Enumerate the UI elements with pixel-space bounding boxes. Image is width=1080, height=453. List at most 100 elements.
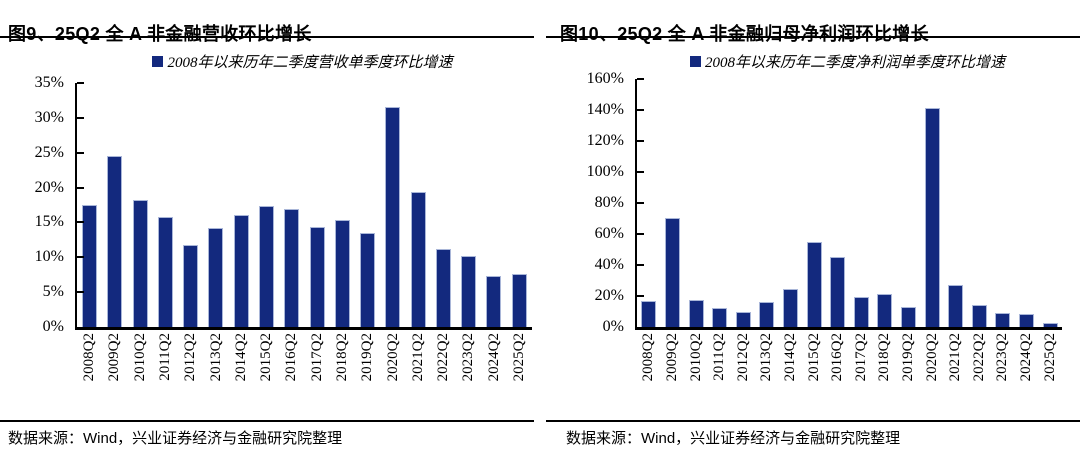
x-axis-label-cell: 2010Q2 <box>684 333 708 415</box>
bar-2018Q2 <box>334 219 350 327</box>
x-axis-label-cell: 2022Q2 <box>431 333 456 415</box>
x-axis-label-cell: 2011Q2 <box>153 333 178 415</box>
y-axis-label: 20% <box>594 287 624 304</box>
x-axis-label: 2019Q2 <box>900 333 916 382</box>
x-axis-label: 2009Q2 <box>663 333 680 382</box>
y-axis-label: 0% <box>602 318 624 335</box>
bar-2010Q2 <box>688 299 704 327</box>
legend-label: 2008年以来历年二季度净利润单季度环比增速 <box>704 54 1005 71</box>
bar-2016Q2 <box>284 209 300 327</box>
x-axis-label: 2018Q2 <box>876 333 893 382</box>
bar-2025Q2 <box>511 274 527 327</box>
x-axis-label-cell: 2023Q2 <box>456 333 481 415</box>
x-axis-label-cell: 2012Q2 <box>731 333 755 415</box>
y-axis-tick <box>637 202 644 204</box>
x-axis-label: 2024Q2 <box>1018 333 1035 382</box>
x-axis-label-cell: 2019Q2 <box>355 333 380 415</box>
x-axis-label-cell: 2025Q2 <box>507 333 532 415</box>
x-axis-label: 2014Q2 <box>781 333 798 382</box>
legend-swatch-icon <box>152 55 164 67</box>
x-axis-label-cell: 2010Q2 <box>128 333 153 415</box>
x-axis-label: 2025Q2 <box>510 333 527 382</box>
x-axis-label: 2015Q2 <box>805 333 822 382</box>
x-axis-label: 2013Q2 <box>758 333 775 382</box>
bar-2012Q2 <box>735 312 751 327</box>
y-axis-tick <box>637 295 644 297</box>
x-axis-label: 2008Q2 <box>640 333 657 382</box>
x-axis-label: 2012Q2 <box>182 333 199 382</box>
y-axis-tick <box>77 291 84 294</box>
x-axis-label: 2022Q2 <box>435 333 452 382</box>
x-axis-label-cell: 2008Q2 <box>637 333 661 415</box>
bar-2025Q2 <box>1042 323 1058 327</box>
x-axis-label-cell: 2021Q2 <box>406 333 431 415</box>
x-axis-label: 2015Q2 <box>258 333 275 382</box>
bar-2020Q2 <box>385 107 401 327</box>
bar-2022Q2 <box>435 248 451 327</box>
x-axis-label: 2022Q2 <box>970 333 987 382</box>
x-axis-label-cell: 2014Q2 <box>779 333 803 415</box>
x-axis-labels: 2008Q2 2009Q2 2010Q2 2011Q2 2012Q2 2013Q2 2014… <box>637 333 1062 415</box>
bar-2016Q2 <box>830 257 846 327</box>
x-axis-label-cell: 2015Q2 <box>254 333 279 415</box>
x-axis-label: 2019Q2 <box>359 333 376 382</box>
bar-2024Q2 <box>1019 313 1035 327</box>
y-axis-label: 5% <box>42 283 64 301</box>
x-axis-label: 2016Q2 <box>829 333 846 382</box>
y-axis-tick <box>77 82 84 84</box>
legend-label: 2008年以来历年二季度营收单季度环比增速 <box>167 54 453 71</box>
y-axis-label: 80% <box>594 194 624 211</box>
x-axis-label: 2011Q2 <box>711 333 728 381</box>
bar-2010Q2 <box>132 200 148 327</box>
x-axis-label-cell: 2012Q2 <box>178 333 203 415</box>
y-axis-tick <box>637 233 644 235</box>
bar-2014Q2 <box>233 214 249 327</box>
x-axis-labels: 2008Q2 2009Q2 2010Q2 2011Q2 2012Q2 2013Q2 2014… <box>77 333 532 415</box>
y-axis-label: 20% <box>34 178 64 196</box>
y-axis-tick <box>77 256 84 259</box>
legend: 2008年以来历年二季度营收单季度环比增速 <box>75 51 530 71</box>
bar-2012Q2 <box>183 244 199 327</box>
bar-2013Q2 <box>208 228 224 327</box>
bar-2009Q2 <box>107 156 123 327</box>
y-axis-label: 0% <box>42 318 64 335</box>
y-axis-tick <box>637 171 644 173</box>
x-axis-label-cell: 2024Q2 <box>1015 333 1039 415</box>
y-axis-tick <box>637 109 644 111</box>
chart-title: 图10、25Q2 全 A 非金融归母净利润环比增长 <box>560 23 929 44</box>
y-axis-label: 10% <box>34 248 64 266</box>
y-axis-label: 140% <box>586 101 624 118</box>
x-axis-label-cell: 2019Q2 <box>897 333 921 415</box>
bar-2021Q2 <box>410 192 426 327</box>
y-axis-label: 15% <box>34 213 64 231</box>
x-axis-label-cell: 2017Q2 <box>305 333 330 415</box>
plot-area: 2008Q2 2009Q2 2010Q2 2011Q2 2012Q2 2013Q2 2014… <box>587 71 1062 381</box>
bar-2019Q2 <box>901 306 916 327</box>
bar-2023Q2 <box>461 255 477 327</box>
source-text: 数据来源：Wind，兴业证券经济与金融研究院整理 <box>566 430 901 447</box>
bar-2009Q2 <box>664 217 680 327</box>
x-axis-label-cell: 2011Q2 <box>708 333 732 415</box>
x-axis-label: 2020Q2 <box>384 333 401 382</box>
bars <box>77 83 532 327</box>
y-axis-label: 40% <box>594 256 624 273</box>
y-axis-label: 160% <box>586 70 624 87</box>
x-axis-label-cell: 2013Q2 <box>203 333 228 415</box>
y-axis-tick <box>637 140 644 142</box>
x-axis-label-cell: 2016Q2 <box>279 333 304 415</box>
x-axis-label-cell: 2018Q2 <box>873 333 897 415</box>
y-axis-label: 30% <box>34 108 64 126</box>
x-axis-label-cell: 2008Q2 <box>77 333 102 415</box>
x-axis-label-cell: 2022Q2 <box>968 333 992 415</box>
bar-2020Q2 <box>924 108 940 327</box>
x-axis-label: 2018Q2 <box>333 333 350 382</box>
source-divider <box>546 420 1080 422</box>
bars <box>637 79 1062 327</box>
x-axis-label: 2024Q2 <box>485 333 502 382</box>
bar-2008Q2 <box>641 300 657 327</box>
x-axis-label: 2023Q2 <box>994 333 1011 382</box>
figure-9-panel: 图9、25Q2 全 A 非金融营收环比增长 2008年以来历年二季度营收单季度环… <box>0 0 534 453</box>
x-axis-label: 2011Q2 <box>156 333 173 381</box>
y-axis-tick <box>637 264 644 266</box>
x-axis-label-cell: 2009Q2 <box>661 333 685 415</box>
